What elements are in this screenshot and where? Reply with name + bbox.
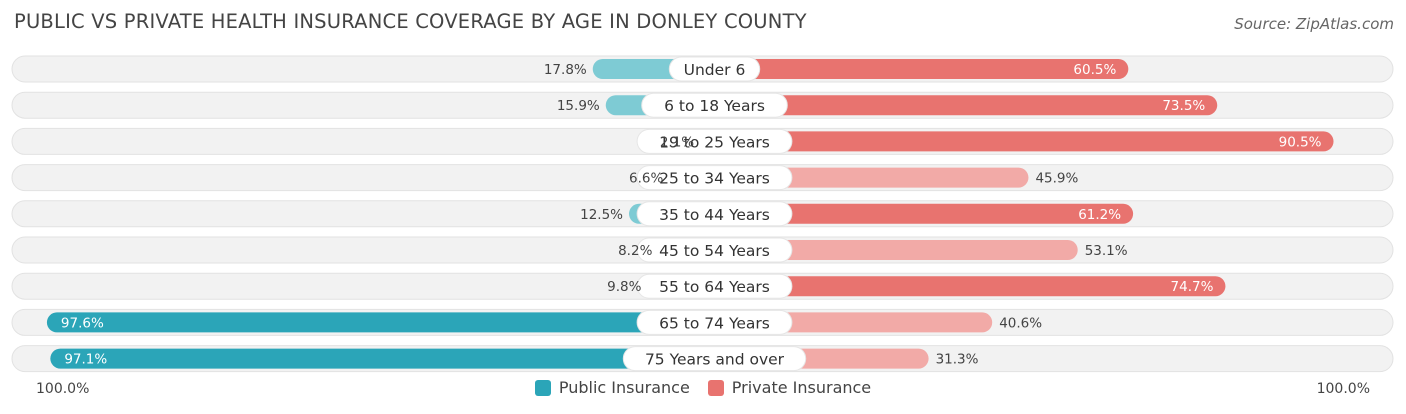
value-label-public: 9.8%	[607, 279, 641, 295]
bar-private	[714, 240, 1078, 260]
chart-canvas: Under 6 17.8% 60.5% 6 to 18 Years 15.9% 73.5%…	[11, 55, 1394, 373]
legend-label-private: Private Insurance	[731, 378, 872, 397]
value-label-private: 74.7%	[1171, 279, 1214, 295]
value-label-private: 60.5%	[1073, 62, 1116, 78]
chart-row: 55 to 64 Years 9.8% 74.7%	[11, 272, 1394, 300]
value-label-private: 73.5%	[1162, 98, 1205, 114]
bar-private	[714, 276, 1226, 297]
chart-row: Under 6 17.8% 60.5%	[11, 55, 1394, 83]
axis-right-label: 100.0%	[1316, 381, 1370, 397]
category-pill	[636, 128, 793, 154]
category-label: 19 to 25 Years	[659, 133, 770, 151]
category-pill	[636, 273, 793, 299]
chart-title: PUBLIC VS PRIVATE HEALTH INSURANCE COVER…	[14, 10, 807, 33]
bar-private	[714, 203, 1134, 224]
category-pill	[636, 201, 793, 227]
value-label-public: 12.5%	[580, 207, 623, 223]
legend-item-private[interactable]: Private Insurance	[707, 378, 872, 397]
value-label-public: 97.1%	[64, 352, 107, 368]
bar-private	[714, 167, 1029, 188]
legend: Public Insurance Private Insurance	[0, 378, 1406, 397]
value-label-private: 90.5%	[1279, 134, 1322, 150]
legend-swatch-private	[707, 379, 724, 396]
bar-public	[50, 348, 715, 369]
category-pill	[641, 92, 788, 118]
value-label-public: 6.6%	[629, 171, 663, 187]
category-label: 55 to 64 Years	[659, 278, 770, 296]
category-pill	[636, 309, 793, 335]
chart-row: 45 to 54 Years 8.2% 53.1%	[11, 236, 1394, 264]
bar-private	[714, 131, 1334, 152]
chart-row: 65 to 74 Years 97.6% 40.6%	[11, 308, 1394, 336]
source-credit: Source: ZipAtlas.com	[1234, 15, 1394, 33]
bar-private	[714, 95, 1218, 116]
category-label: 6 to 18 Years	[664, 97, 765, 115]
category-label: 65 to 74 Years	[659, 314, 770, 332]
bar-public	[46, 312, 715, 333]
axis-left-label: 100.0%	[36, 381, 90, 397]
category-pill	[636, 237, 793, 263]
category-label: 45 to 54 Years	[659, 242, 770, 260]
category-pill	[668, 56, 761, 82]
category-label: 75 Years and over	[645, 351, 785, 369]
legend-label-public: Public Insurance	[558, 378, 690, 397]
category-pill	[636, 165, 793, 191]
value-label-private: 45.9%	[1035, 171, 1078, 187]
value-label-public: 15.9%	[557, 98, 600, 114]
chart-row: 75 Years and over 97.1% 31.3%	[11, 345, 1394, 373]
value-label-private: 31.3%	[936, 352, 979, 368]
value-label-private: 53.1%	[1085, 243, 1128, 259]
category-label: 35 to 44 Years	[659, 206, 770, 224]
chart-row: 35 to 44 Years 12.5% 61.2%	[11, 200, 1394, 228]
chart-row: 6 to 18 Years 15.9% 73.5%	[11, 91, 1394, 119]
value-label-private: 40.6%	[999, 315, 1042, 331]
legend-item-public[interactable]: Public Insurance	[534, 378, 690, 397]
value-label-public: 17.8%	[544, 62, 587, 78]
value-label-public: 2.1%	[660, 134, 694, 150]
category-pill	[622, 346, 807, 372]
category-label: 25 to 34 Years	[659, 170, 770, 188]
bar-private	[714, 59, 1129, 79]
value-label-private: 61.2%	[1078, 207, 1121, 223]
legend-swatch-public	[534, 379, 551, 396]
value-label-public: 97.6%	[61, 315, 104, 331]
value-label-public: 8.2%	[618, 243, 652, 259]
category-label: Under 6	[684, 61, 746, 79]
